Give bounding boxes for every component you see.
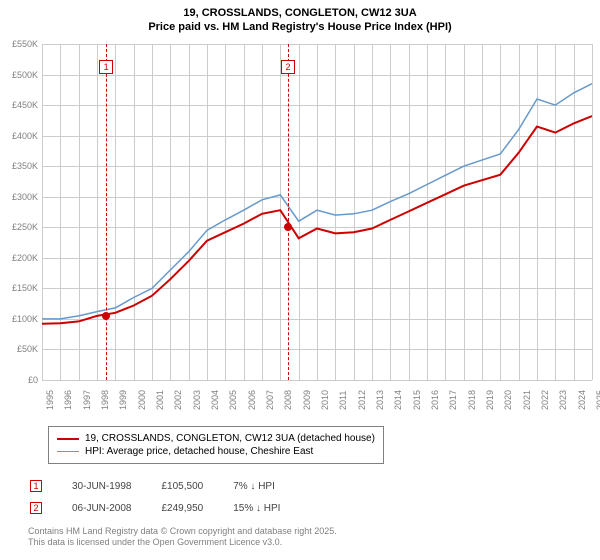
marker-cell-date: 30-JUN-1998	[72, 476, 159, 496]
y-tick-label: £0	[0, 375, 38, 385]
footer-line-2: This data is licensed under the Open Gov…	[28, 537, 337, 548]
x-tick-label: 1999	[118, 390, 128, 410]
footer-line-1: Contains HM Land Registry data © Crown c…	[28, 526, 337, 537]
x-tick-label: 2013	[375, 390, 385, 410]
marker-line	[288, 44, 289, 380]
x-tick-label: 2012	[357, 390, 367, 410]
legend: 19, CROSSLANDS, CONGLETON, CW12 3UA (det…	[48, 426, 384, 464]
plot-area: 12	[42, 44, 592, 380]
legend-swatch	[57, 451, 79, 452]
x-tick-label: 2025	[595, 390, 600, 410]
legend-item: HPI: Average price, detached house, Ches…	[57, 446, 375, 457]
series-price-paid	[42, 116, 592, 324]
x-tick-label: 2004	[210, 390, 220, 410]
x-tick-label: 2008	[283, 390, 293, 410]
x-tick-label: 2016	[430, 390, 440, 410]
x-tick-label: 2005	[228, 390, 238, 410]
x-tick-label: 2024	[577, 390, 587, 410]
x-tick-label: 2018	[467, 390, 477, 410]
marker-dot	[102, 312, 110, 320]
marker-cell-price: £105,500	[161, 476, 231, 496]
y-tick-label: £200K	[0, 253, 38, 263]
marker-cell-delta: 15% ↓ HPI	[233, 498, 308, 518]
legend-swatch	[57, 438, 79, 440]
marker-cell-date: 06-JUN-2008	[72, 498, 159, 518]
y-tick-label: £100K	[0, 314, 38, 324]
title-line-1: 19, CROSSLANDS, CONGLETON, CW12 3UA	[0, 6, 600, 20]
x-tick-label: 2011	[338, 391, 348, 410]
footer-attribution: Contains HM Land Registry data © Crown c…	[28, 526, 337, 549]
x-tick-label: 2003	[192, 390, 202, 410]
x-tick-label: 2022	[540, 390, 550, 410]
x-tick-label: 2001	[155, 390, 165, 410]
x-tick-label: 2017	[448, 390, 458, 410]
chart-title: 19, CROSSLANDS, CONGLETON, CW12 3UA Pric…	[0, 0, 600, 35]
y-tick-label: £350K	[0, 161, 38, 171]
y-tick-label: £450K	[0, 100, 38, 110]
marker-label-box: 2	[281, 60, 295, 74]
marker-number-box: 2	[30, 502, 42, 514]
title-line-2: Price paid vs. HM Land Registry's House …	[0, 20, 600, 34]
y-tick-label: £250K	[0, 222, 38, 232]
x-tick-label: 2023	[558, 390, 568, 410]
gridline-vertical	[592, 44, 593, 380]
marker-cell-num: 2	[30, 498, 70, 518]
x-tick-label: 1997	[82, 390, 92, 410]
gridline-horizontal	[42, 380, 592, 381]
marker-number-box: 1	[30, 480, 42, 492]
legend-item: 19, CROSSLANDS, CONGLETON, CW12 3UA (det…	[57, 433, 375, 444]
series-svg	[42, 44, 592, 380]
table-row: 1 30-JUN-1998£105,5007% ↓ HPI	[30, 476, 308, 496]
x-tick-label: 2020	[503, 390, 513, 410]
x-tick-label: 2015	[412, 390, 422, 410]
x-tick-label: 2021	[522, 390, 532, 410]
x-tick-label: 1996	[63, 390, 73, 410]
x-tick-label: 1998	[100, 390, 110, 410]
marker-cell-price: £249,950	[161, 498, 231, 518]
marker-label-box: 1	[99, 60, 113, 74]
x-tick-label: 2006	[247, 390, 257, 410]
x-tick-label: 1995	[45, 390, 55, 410]
y-tick-label: £150K	[0, 283, 38, 293]
y-tick-label: £500K	[0, 70, 38, 80]
marker-line	[106, 44, 107, 380]
x-tick-label: 2007	[265, 390, 275, 410]
x-tick-label: 2002	[173, 390, 183, 410]
marker-cell-num: 1	[30, 476, 70, 496]
x-tick-label: 2010	[320, 390, 330, 410]
table-row: 2 06-JUN-2008£249,95015% ↓ HPI	[30, 498, 308, 518]
chart-area: 12 £0£50K£100K£150K£200K£250K£300K£350K£…	[0, 38, 600, 418]
legend-label: 19, CROSSLANDS, CONGLETON, CW12 3UA (det…	[85, 433, 375, 444]
y-tick-label: £550K	[0, 39, 38, 49]
y-tick-label: £400K	[0, 131, 38, 141]
markers-table: 1 30-JUN-1998£105,5007% ↓ HPI 2 06-JUN-2008…	[28, 474, 310, 520]
chart-container: { "title": { "line1": "19, CROSSLANDS, C…	[0, 0, 600, 560]
marker-cell-delta: 7% ↓ HPI	[233, 476, 308, 496]
y-tick-label: £50K	[0, 344, 38, 354]
x-tick-label: 2019	[485, 390, 495, 410]
x-tick-label: 2009	[302, 390, 312, 410]
legend-label: HPI: Average price, detached house, Ches…	[85, 446, 313, 457]
x-tick-label: 2014	[393, 390, 403, 410]
x-tick-label: 2000	[137, 390, 147, 410]
marker-dot	[284, 223, 292, 231]
series-hpi	[42, 84, 592, 319]
y-tick-label: £300K	[0, 192, 38, 202]
